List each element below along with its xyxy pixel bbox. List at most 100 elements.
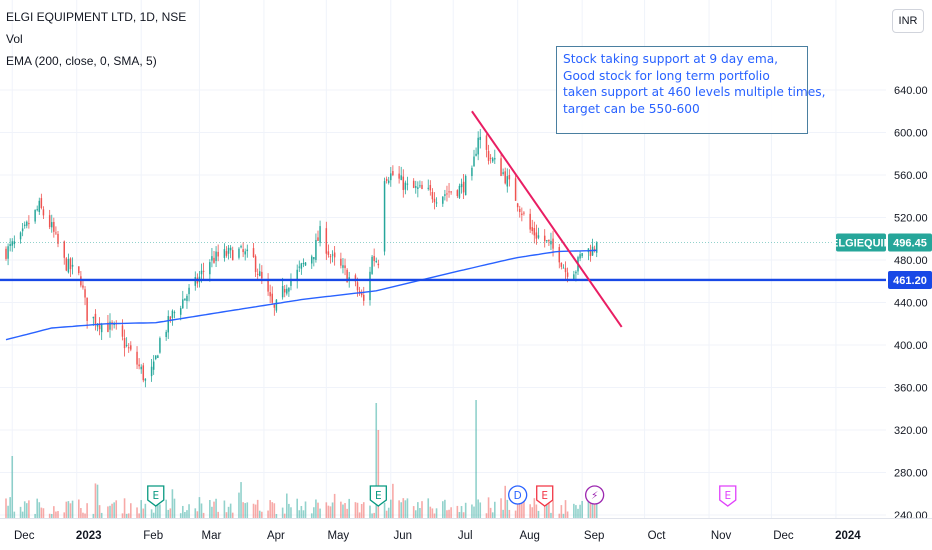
ema-200-line — [5, 249, 597, 341]
volume-bar — [202, 512, 205, 518]
volume-bar — [402, 498, 405, 518]
volume-bar — [94, 483, 97, 518]
candle-body — [34, 209, 36, 222]
candle-body — [385, 178, 388, 181]
volume-bar — [473, 506, 475, 518]
volume-bar — [558, 513, 561, 518]
annotation-box[interactable]: Stock taking support at 9 day ema, Good … — [556, 46, 826, 134]
volume-bar — [450, 507, 452, 518]
candle-body — [142, 365, 145, 381]
volume-bar — [71, 500, 74, 518]
candle-body — [84, 289, 86, 298]
candle-body — [244, 251, 246, 255]
volume-bar — [591, 500, 594, 518]
candle-body — [127, 347, 130, 349]
time-axis[interactable]: Dec 2023 Feb Mar Apr May Jun Jul Aug Sep Oct Nov Dec… — [0, 518, 932, 550]
candle-body — [575, 271, 577, 274]
volume-bar — [171, 489, 174, 518]
trendline — [471, 110, 623, 328]
candle-body — [340, 258, 342, 266]
volume-bar — [385, 510, 388, 518]
volume-bar — [34, 513, 36, 518]
candle-body — [140, 366, 142, 370]
candle-body — [529, 213, 531, 230]
candle-body — [543, 235, 546, 242]
event-marker[interactable]: E — [369, 485, 387, 507]
event-marker[interactable]: E — [147, 485, 165, 507]
candle-body — [173, 312, 176, 314]
event-marker[interactable]: E — [719, 485, 737, 507]
volume-bar — [579, 504, 581, 518]
price-axis[interactable]: 240.00280.00320.00360.00400.00440.00480.… — [831, 0, 932, 550]
candle-body — [415, 186, 417, 188]
volume-bar — [392, 483, 394, 518]
candle-body — [375, 260, 377, 263]
volume-bar — [460, 506, 463, 518]
volume-bar — [464, 502, 467, 518]
volume-bar — [186, 510, 188, 518]
candle-body — [138, 364, 140, 367]
volume-bar — [240, 482, 242, 518]
volume-bar — [344, 503, 346, 518]
volume-bar — [152, 512, 155, 518]
volume-bar — [11, 456, 14, 518]
candle-body — [356, 282, 359, 291]
candle-body — [256, 273, 259, 275]
candle-body — [479, 136, 481, 140]
annotation-line: taken support at 460 levels multiple tim… — [563, 85, 826, 99]
volume-bar — [86, 503, 88, 518]
volume-bar — [36, 498, 38, 518]
volume-bar — [127, 513, 130, 518]
annotation-line: Good stock for long term portfolio — [563, 68, 770, 83]
candle-body — [531, 227, 533, 232]
volume-bar — [573, 503, 575, 518]
volume-bar — [456, 505, 459, 518]
volume-bar — [225, 512, 228, 518]
candle-body — [506, 176, 509, 187]
candle-body — [71, 264, 74, 267]
candle-body — [23, 224, 26, 226]
event-label: E — [375, 490, 382, 502]
volume-bar — [150, 509, 153, 518]
volume-bar — [446, 510, 448, 518]
volume-bar — [130, 503, 132, 518]
volume-bar — [504, 485, 506, 518]
volume-bar — [113, 502, 115, 518]
volume-bar — [275, 513, 278, 518]
volume-bar — [269, 500, 271, 518]
volume-bar — [244, 503, 246, 518]
volume-bar — [448, 509, 450, 518]
candle-body — [240, 246, 242, 248]
volume-bar — [529, 504, 531, 518]
event-markers[interactable]: E E D E ⚡ E — [147, 485, 737, 507]
candle-body — [446, 193, 448, 195]
volume-legend[interactable]: Vol — [6, 32, 23, 46]
ema-legend[interactable]: EMA (200, close, 0, SMA, 5) — [6, 54, 157, 68]
candle-body — [67, 258, 70, 273]
event-marker[interactable]: D — [508, 485, 528, 505]
time-tick-label: Feb — [143, 530, 163, 542]
volume-bar — [414, 510, 417, 518]
volume-bar — [523, 500, 525, 518]
volume-bar — [48, 513, 51, 518]
volume-bar — [38, 502, 41, 518]
candle-body — [327, 251, 330, 255]
candle-body — [360, 292, 363, 296]
candle-body — [519, 208, 521, 213]
candle-body — [19, 232, 22, 240]
ema-line — [5, 249, 597, 341]
volume-bar — [252, 503, 255, 518]
candle-body — [421, 184, 423, 190]
symbol-legend[interactable]: ELGI EQUIPMENT LTD, 1D, NSE — [6, 10, 187, 24]
event-marker[interactable]: ⚡ — [584, 485, 605, 505]
price-label-bg — [888, 233, 932, 252]
candle-body — [566, 272, 569, 277]
event-marker[interactable]: E — [536, 485, 554, 507]
volume-bar — [577, 508, 579, 518]
candle-body — [283, 289, 286, 293]
volume-bar — [471, 504, 473, 518]
volume-bar — [100, 512, 103, 518]
currency-button[interactable]: INR — [892, 9, 924, 33]
volume-bar — [331, 502, 334, 518]
